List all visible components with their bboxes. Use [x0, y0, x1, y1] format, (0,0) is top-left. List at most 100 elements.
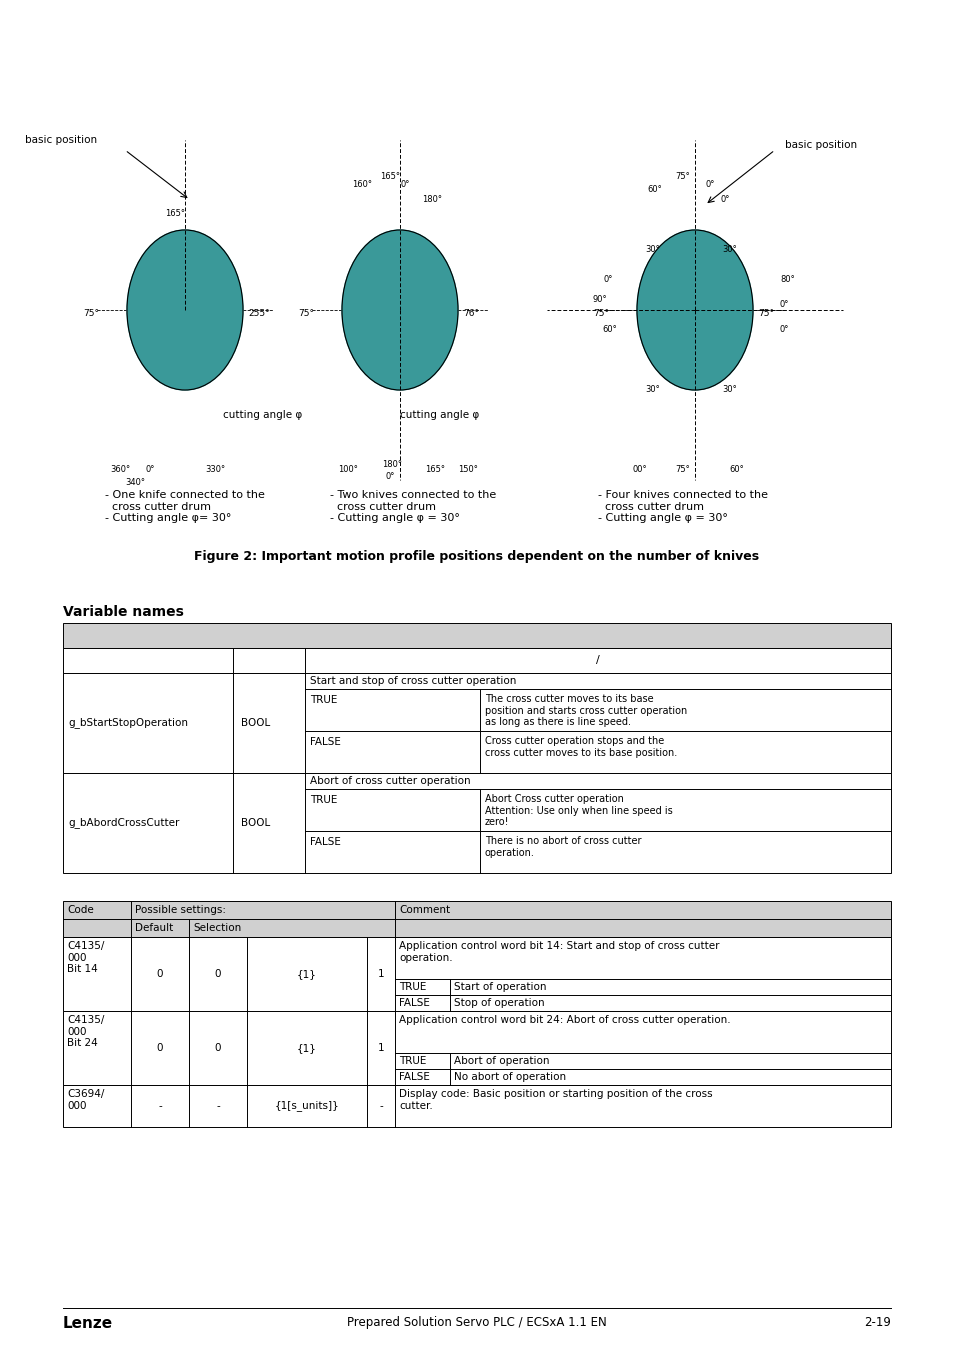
Text: FALSE: FALSE	[310, 737, 340, 747]
Text: basic position: basic position	[784, 140, 856, 150]
Text: 30°: 30°	[721, 244, 737, 254]
Text: Code: Code	[67, 904, 93, 915]
Text: 80°: 80°	[780, 275, 794, 284]
Text: C4135/
000
Bit 14: C4135/ 000 Bit 14	[67, 941, 104, 975]
Text: BOOL: BOOL	[241, 818, 270, 828]
Text: cutting angle φ: cutting angle φ	[400, 410, 479, 420]
Bar	[63, 1011, 890, 1085]
Text: Abort of cross cutter operation: Abort of cross cutter operation	[310, 776, 470, 786]
Text: 00°: 00°	[632, 464, 647, 474]
Text: Abort Cross cutter operation
Attention: Use only when line speed is
zero!: Abort Cross cutter operation Attention: …	[484, 794, 672, 828]
Text: 180°: 180°	[381, 460, 401, 468]
Text: 165°: 165°	[165, 209, 185, 217]
Text: 60°: 60°	[601, 325, 617, 333]
Text: 0°: 0°	[385, 472, 395, 481]
Text: 165°: 165°	[379, 171, 399, 181]
Text: 2-19: 2-19	[863, 1316, 890, 1328]
Text: -: -	[158, 1102, 162, 1111]
Text: 0°: 0°	[780, 300, 788, 309]
Text: Application control word bit 14: Start and stop of cross cutter
operation.: Application control word bit 14: Start a…	[398, 941, 719, 963]
Text: Possible settings:: Possible settings:	[135, 904, 226, 915]
Text: TRUE: TRUE	[398, 981, 426, 992]
Text: 60°: 60°	[647, 185, 661, 194]
Text: 165°: 165°	[424, 464, 444, 474]
Text: 0: 0	[156, 1044, 163, 1053]
Text: /: /	[596, 655, 599, 666]
Text: {1}: {1}	[296, 969, 316, 979]
Text: 160°: 160°	[352, 180, 372, 189]
Bar	[63, 774, 890, 873]
Text: 180°: 180°	[421, 194, 441, 204]
Text: TRUE: TRUE	[310, 695, 337, 705]
Text: 0°: 0°	[704, 180, 714, 189]
Ellipse shape	[637, 230, 752, 390]
Text: 360°: 360°	[110, 464, 130, 474]
Text: Comment: Comment	[398, 904, 450, 915]
Text: TRUE: TRUE	[398, 1056, 426, 1066]
Text: g_bStartStopOperation: g_bStartStopOperation	[68, 718, 188, 729]
Text: Stop of operation: Stop of operation	[454, 998, 544, 1008]
Text: g_bAbordCrossCutter: g_bAbordCrossCutter	[68, 818, 179, 829]
Text: No abort of operation: No abort of operation	[454, 1072, 565, 1081]
Text: 75°: 75°	[297, 309, 314, 317]
Text: 255°: 255°	[248, 309, 270, 317]
Text: TRUE: TRUE	[310, 795, 337, 805]
Text: 0°: 0°	[603, 275, 613, 284]
Text: Start of operation: Start of operation	[454, 981, 546, 992]
Text: Application control word bit 24: Abort of cross cutter operation.: Application control word bit 24: Abort o…	[398, 1015, 730, 1025]
Text: 30°: 30°	[721, 385, 737, 394]
Text: 0°: 0°	[145, 464, 154, 474]
Text: Variable names: Variable names	[63, 605, 184, 620]
Ellipse shape	[341, 230, 457, 390]
Text: 150°: 150°	[457, 464, 477, 474]
Bar	[63, 937, 890, 1011]
Text: C3694/
000: C3694/ 000	[67, 1089, 104, 1111]
Text: Lenze: Lenze	[63, 1316, 113, 1331]
Bar	[63, 622, 890, 648]
Text: 0°: 0°	[400, 180, 409, 189]
Text: FALSE: FALSE	[398, 998, 430, 1008]
Text: Figure 2: Important motion profile positions dependent on the number of knives: Figure 2: Important motion profile posit…	[194, 549, 759, 563]
Text: Display code: Basic position or starting position of the cross
cutter.: Display code: Basic position or starting…	[398, 1089, 712, 1111]
Text: -: -	[378, 1102, 382, 1111]
Text: 0: 0	[214, 1044, 221, 1053]
Text: 330°: 330°	[205, 464, 225, 474]
Text: 75°: 75°	[675, 171, 690, 181]
Text: 30°: 30°	[645, 385, 659, 394]
Bar	[63, 674, 890, 774]
Text: 1: 1	[377, 969, 384, 979]
Text: 76°: 76°	[462, 309, 478, 317]
Text: basic position: basic position	[25, 135, 97, 144]
Text: C4135/
000
Bit 24: C4135/ 000 Bit 24	[67, 1015, 104, 1048]
Text: - Two knives connected to the
  cross cutter drum
- Cutting angle φ = 30°: - Two knives connected to the cross cutt…	[330, 490, 496, 524]
Text: -: -	[216, 1102, 219, 1111]
Text: cutting angle φ: cutting angle φ	[223, 410, 302, 420]
Text: 0: 0	[214, 969, 221, 979]
Text: FALSE: FALSE	[398, 1072, 430, 1081]
Text: 0°: 0°	[720, 194, 729, 204]
Text: 30°: 30°	[645, 244, 659, 254]
Ellipse shape	[127, 230, 243, 390]
Bar	[63, 648, 890, 674]
Text: 90°: 90°	[592, 296, 606, 304]
Bar	[63, 900, 890, 937]
Text: 75°: 75°	[675, 464, 690, 474]
Text: Prepared Solution Servo PLC / ECSxA 1.1 EN: Prepared Solution Servo PLC / ECSxA 1.1 …	[347, 1316, 606, 1328]
Bar	[63, 1085, 890, 1127]
Text: 60°: 60°	[729, 464, 743, 474]
Text: There is no abort of cross cutter
operation.: There is no abort of cross cutter operat…	[484, 836, 640, 857]
Text: Default: Default	[135, 923, 173, 933]
Text: {1}: {1}	[296, 1044, 316, 1053]
Text: The cross cutter moves to its base
position and starts cross cutter operation
as: The cross cutter moves to its base posit…	[484, 694, 686, 728]
Text: 75°: 75°	[83, 309, 99, 317]
Text: 75°: 75°	[758, 309, 773, 317]
Text: Selection: Selection	[193, 923, 241, 933]
Text: 0: 0	[156, 969, 163, 979]
Text: FALSE: FALSE	[310, 837, 340, 846]
Text: - One knife connected to the
  cross cutter drum
- Cutting angle φ= 30°: - One knife connected to the cross cutte…	[105, 490, 265, 524]
Text: Abort of operation: Abort of operation	[454, 1056, 549, 1066]
Text: 0°: 0°	[780, 325, 788, 333]
Text: BOOL: BOOL	[241, 718, 270, 728]
Text: 100°: 100°	[337, 464, 357, 474]
Text: {1[s_units]}: {1[s_units]}	[274, 1100, 339, 1111]
